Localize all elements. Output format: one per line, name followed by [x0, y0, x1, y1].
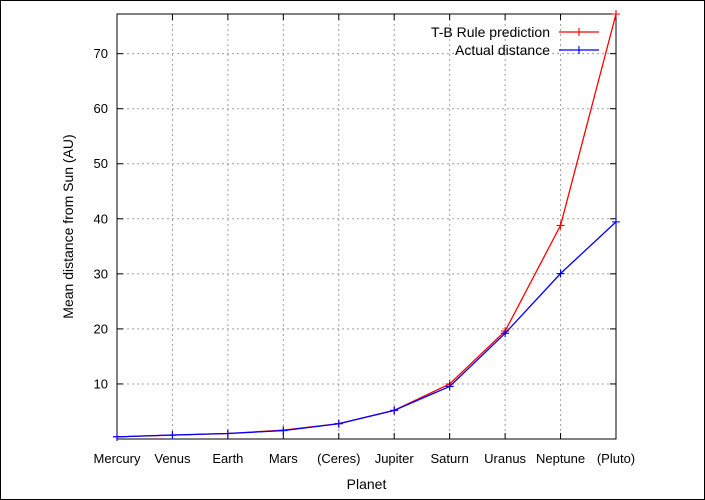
grid	[117, 14, 616, 439]
x-axis-title: Planet	[347, 476, 387, 492]
data-point-marker	[113, 432, 121, 441]
x-tick-label: (Ceres)	[317, 451, 360, 466]
data-point-marker	[390, 406, 399, 415]
x-tick-label: (Pluto)	[597, 451, 635, 466]
data-point-marker	[556, 269, 565, 278]
y-tick-label: 70	[94, 46, 108, 61]
y-tick-label: 50	[94, 156, 108, 171]
legend-label: T-B Rule prediction	[431, 24, 550, 40]
data-point-marker	[556, 221, 565, 230]
legend-label: Actual distance	[455, 42, 550, 58]
y-tick-label: 40	[94, 211, 108, 226]
series-line	[116, 221, 617, 438]
x-tick-label: Neptune	[536, 451, 585, 466]
series-line	[116, 13, 617, 438]
plot-area-border	[116, 13, 617, 440]
y-tick-label: 60	[94, 101, 108, 116]
axis-ticks: Mercury Venus Earth Mars (Ceres) Jupiter Satur…	[94, 14, 635, 466]
x-tick-label: Mars	[269, 451, 298, 466]
data-point-marker	[334, 419, 343, 428]
x-tick-label: Mercury	[94, 451, 141, 466]
x-tick-label: Uranus	[484, 451, 526, 466]
legend: T-B Rule prediction Actual distance	[431, 24, 599, 58]
data-point-marker	[279, 426, 288, 435]
y-tick-label: 30	[94, 266, 108, 281]
y-axis-title: Mean distance from Sun (AU)	[60, 134, 76, 318]
x-tick-label: Jupiter	[375, 451, 415, 466]
x-tick-label: Venus	[154, 451, 191, 466]
data-point-marker	[612, 217, 620, 226]
legend-marker	[575, 28, 583, 36]
data-point-marker	[501, 329, 510, 338]
series-lines	[113, 10, 620, 441]
data-point-marker	[168, 431, 177, 440]
data-point-marker	[445, 382, 454, 391]
y-tick-label: 20	[94, 321, 108, 336]
data-point-marker	[223, 429, 232, 438]
y-tick-label: 10	[94, 376, 108, 391]
x-tick-label: Saturn	[431, 451, 469, 466]
x-tick-label: Earth	[212, 451, 243, 466]
legend-marker	[575, 46, 583, 54]
data-point-marker	[612, 10, 620, 18]
